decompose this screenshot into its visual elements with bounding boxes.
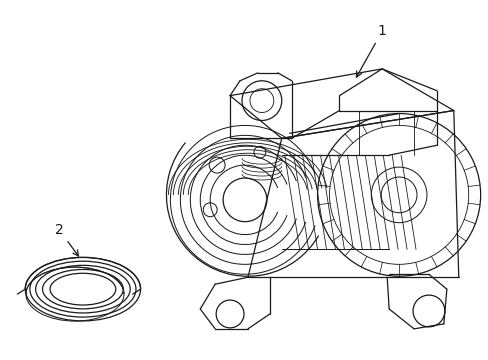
Text: 2: 2 bbox=[55, 222, 78, 256]
Text: 1: 1 bbox=[356, 24, 386, 77]
